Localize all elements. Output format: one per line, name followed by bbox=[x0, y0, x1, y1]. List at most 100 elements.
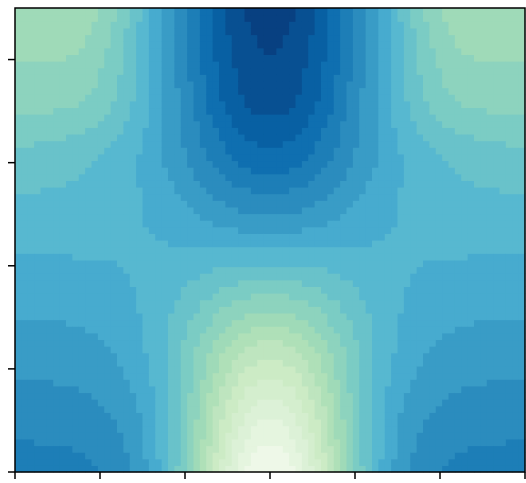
contour-cell bbox=[72, 147, 80, 155]
contour-cell bbox=[308, 405, 316, 413]
contour-cell bbox=[21, 14, 29, 22]
contour-cell bbox=[85, 54, 93, 62]
contour-cell bbox=[231, 339, 239, 347]
contour-cell bbox=[21, 385, 29, 394]
contour-cell bbox=[129, 326, 137, 334]
contour-cell bbox=[34, 206, 42, 215]
contour-cell bbox=[295, 266, 303, 274]
contour-cell bbox=[391, 365, 399, 374]
contour-cell bbox=[219, 107, 226, 115]
contour-cell bbox=[180, 127, 188, 135]
contour-cell bbox=[53, 458, 61, 466]
contour-cell bbox=[333, 240, 341, 248]
contour-cell bbox=[378, 100, 386, 109]
contour-cell bbox=[136, 61, 144, 69]
contour-cell bbox=[397, 21, 405, 29]
contour-cell bbox=[104, 273, 112, 281]
contour-cell bbox=[206, 332, 214, 341]
contour-cell bbox=[46, 346, 54, 354]
contour-cell bbox=[110, 100, 118, 109]
contour-cell bbox=[333, 339, 341, 347]
contour-cell bbox=[148, 8, 156, 16]
contour-cell bbox=[142, 452, 150, 460]
contour-cell bbox=[136, 266, 144, 274]
contour-cell bbox=[104, 74, 112, 82]
contour-cell bbox=[384, 213, 392, 221]
contour-cell bbox=[263, 34, 271, 42]
contour-cell bbox=[467, 399, 475, 407]
contour-cell bbox=[282, 332, 290, 341]
contour-cell bbox=[187, 266, 195, 274]
contour-cell bbox=[155, 80, 163, 89]
contour-cell bbox=[244, 14, 252, 22]
contour-cell bbox=[155, 312, 163, 321]
contour-cell bbox=[384, 160, 392, 168]
contour-cell bbox=[129, 259, 137, 268]
contour-cell bbox=[27, 452, 35, 460]
contour-cell bbox=[346, 193, 354, 201]
contour-cell bbox=[416, 240, 424, 248]
contour-cell bbox=[384, 220, 392, 228]
contour-cell bbox=[117, 140, 124, 148]
contour-cell bbox=[340, 458, 348, 466]
contour-cell bbox=[250, 286, 258, 294]
contour-cell bbox=[333, 293, 341, 301]
contour-cell bbox=[46, 253, 54, 261]
contour-cell bbox=[117, 332, 124, 341]
contour-cell bbox=[129, 432, 137, 440]
contour-cell bbox=[27, 14, 35, 22]
contour-cell bbox=[333, 379, 341, 387]
contour-cell bbox=[384, 240, 392, 248]
contour-cell bbox=[180, 167, 188, 175]
contour-cell bbox=[391, 87, 399, 95]
contour-cell bbox=[168, 233, 175, 241]
contour-cell bbox=[365, 385, 373, 394]
contour-cell bbox=[429, 266, 437, 274]
contour-cell bbox=[15, 438, 22, 447]
contour-cell bbox=[46, 306, 54, 314]
contour-cell bbox=[461, 160, 469, 168]
contour-cell bbox=[136, 147, 144, 155]
contour-cell bbox=[180, 200, 188, 208]
contour-cell bbox=[231, 80, 239, 89]
contour-cell bbox=[187, 379, 195, 387]
contour-cell bbox=[276, 34, 284, 42]
contour-cell bbox=[435, 399, 443, 407]
contour-cell bbox=[429, 8, 437, 16]
contour-cell bbox=[442, 346, 450, 354]
contour-cell bbox=[187, 61, 195, 69]
contour-cell bbox=[340, 173, 348, 181]
contour-cell bbox=[206, 61, 214, 69]
contour-cell bbox=[53, 127, 61, 135]
contour-cell bbox=[461, 167, 469, 175]
contour-cell bbox=[442, 418, 450, 427]
contour-cell bbox=[155, 140, 163, 148]
contour-cell bbox=[276, 458, 284, 466]
contour-cell bbox=[270, 206, 277, 215]
contour-cell bbox=[308, 399, 316, 407]
contour-cell bbox=[117, 438, 124, 447]
contour-cell bbox=[148, 34, 156, 42]
contour-cell bbox=[212, 80, 220, 89]
contour-cell bbox=[282, 240, 290, 248]
contour-cell bbox=[117, 193, 124, 201]
contour-cell bbox=[231, 54, 239, 62]
contour-cell bbox=[352, 8, 360, 16]
contour-cell bbox=[110, 326, 118, 334]
contour-cell bbox=[301, 47, 309, 55]
contour-cell bbox=[34, 240, 42, 248]
contour-cell bbox=[72, 54, 80, 62]
contour-cell bbox=[161, 233, 169, 241]
contour-cell bbox=[295, 54, 303, 62]
contour-cell bbox=[282, 326, 290, 334]
contour-cell bbox=[27, 94, 35, 102]
contour-cell bbox=[21, 67, 29, 75]
contour-cell bbox=[168, 206, 175, 215]
contour-cell bbox=[212, 100, 220, 109]
contour-cell bbox=[359, 465, 367, 473]
contour-cell bbox=[423, 167, 430, 175]
contour-cell bbox=[308, 80, 316, 89]
contour-cell bbox=[314, 153, 322, 162]
contour-cell bbox=[391, 359, 399, 367]
contour-cell bbox=[110, 173, 118, 181]
